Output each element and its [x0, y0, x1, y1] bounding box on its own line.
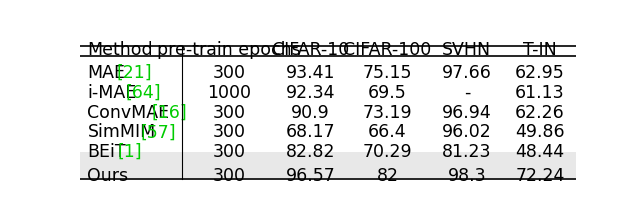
- Text: i-MAE: i-MAE: [88, 83, 137, 101]
- Text: 75.15: 75.15: [363, 64, 412, 82]
- Text: 73.19: 73.19: [363, 103, 412, 121]
- Text: 93.41: 93.41: [286, 64, 335, 82]
- Text: [57]: [57]: [140, 123, 176, 141]
- Text: 300: 300: [212, 142, 245, 160]
- Text: 96.57: 96.57: [286, 166, 335, 184]
- Text: 300: 300: [212, 64, 245, 82]
- Text: 68.17: 68.17: [286, 123, 335, 141]
- Text: 97.66: 97.66: [442, 64, 492, 82]
- Text: 69.5: 69.5: [368, 83, 407, 101]
- Text: ConvMAE: ConvMAE: [88, 103, 170, 121]
- Text: 1000: 1000: [207, 83, 251, 101]
- Text: CIFAR-10: CIFAR-10: [272, 41, 349, 59]
- Text: SVHN: SVHN: [442, 41, 492, 59]
- Text: Ours: Ours: [88, 166, 129, 184]
- Text: Method: Method: [88, 41, 153, 59]
- Text: 82.82: 82.82: [286, 142, 335, 160]
- Text: 300: 300: [212, 103, 245, 121]
- Text: 48.44: 48.44: [515, 142, 564, 160]
- Text: 96.02: 96.02: [442, 123, 492, 141]
- Text: T-IN: T-IN: [523, 41, 557, 59]
- Text: 300: 300: [212, 166, 245, 184]
- Text: 70.29: 70.29: [363, 142, 412, 160]
- Text: 62.26: 62.26: [515, 103, 565, 121]
- Text: BEiT: BEiT: [88, 142, 126, 160]
- Text: 82: 82: [376, 166, 399, 184]
- Text: 98.3: 98.3: [447, 166, 486, 184]
- Text: 300: 300: [212, 123, 245, 141]
- Text: 61.13: 61.13: [515, 83, 565, 101]
- Text: [64]: [64]: [125, 83, 161, 101]
- Text: CIFAR-100: CIFAR-100: [344, 41, 431, 59]
- Text: 66.4: 66.4: [368, 123, 407, 141]
- Text: [1]: [1]: [117, 142, 142, 160]
- Text: 81.23: 81.23: [442, 142, 492, 160]
- Text: SimMIM: SimMIM: [88, 123, 156, 141]
- Text: 90.9: 90.9: [291, 103, 330, 121]
- Text: 72.24: 72.24: [515, 166, 564, 184]
- Text: 49.86: 49.86: [515, 123, 565, 141]
- Text: -: -: [464, 83, 470, 101]
- Text: 62.95: 62.95: [515, 64, 565, 82]
- Text: pre-train epochs: pre-train epochs: [157, 41, 301, 59]
- Text: MAE: MAE: [88, 64, 125, 82]
- Bar: [80, 153, 576, 178]
- Text: 96.94: 96.94: [442, 103, 492, 121]
- Text: [16]: [16]: [151, 103, 187, 121]
- Text: [21]: [21]: [117, 64, 152, 82]
- Text: 92.34: 92.34: [286, 83, 335, 101]
